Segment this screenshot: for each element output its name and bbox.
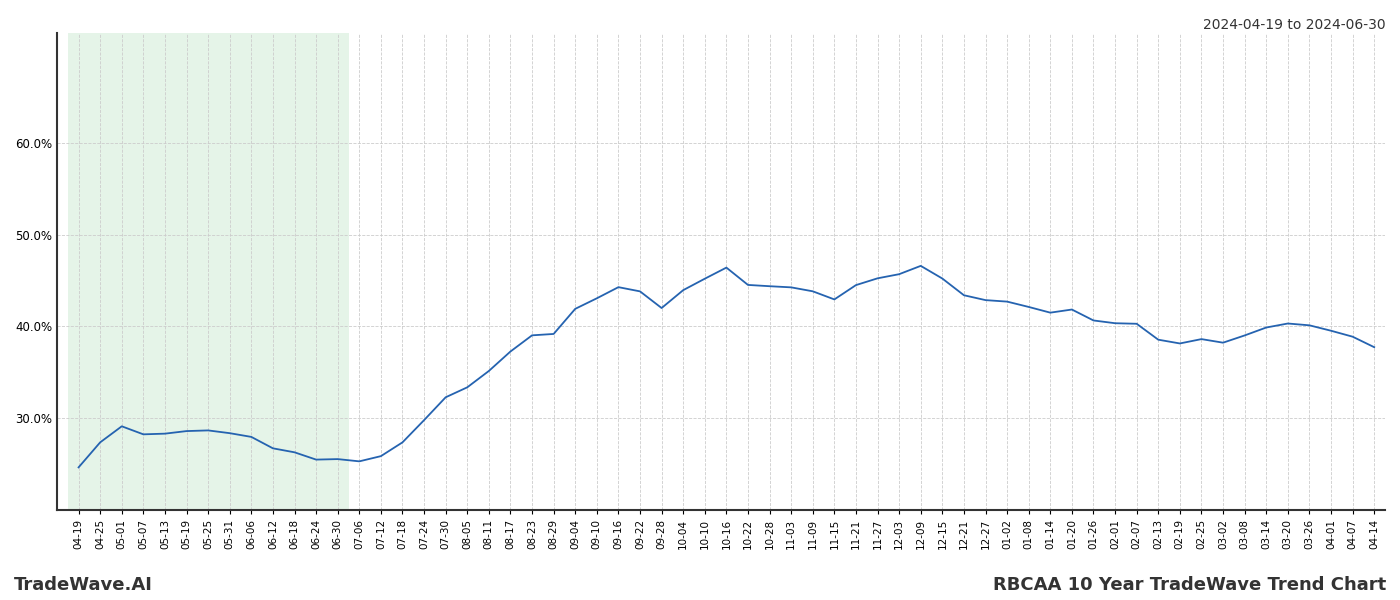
Bar: [67, 33, 349, 510]
Text: RBCAA 10 Year TradeWave Trend Chart: RBCAA 10 Year TradeWave Trend Chart: [993, 576, 1386, 594]
Text: 2024-04-19 to 2024-06-30: 2024-04-19 to 2024-06-30: [1204, 18, 1386, 32]
Text: TradeWave.AI: TradeWave.AI: [14, 576, 153, 594]
